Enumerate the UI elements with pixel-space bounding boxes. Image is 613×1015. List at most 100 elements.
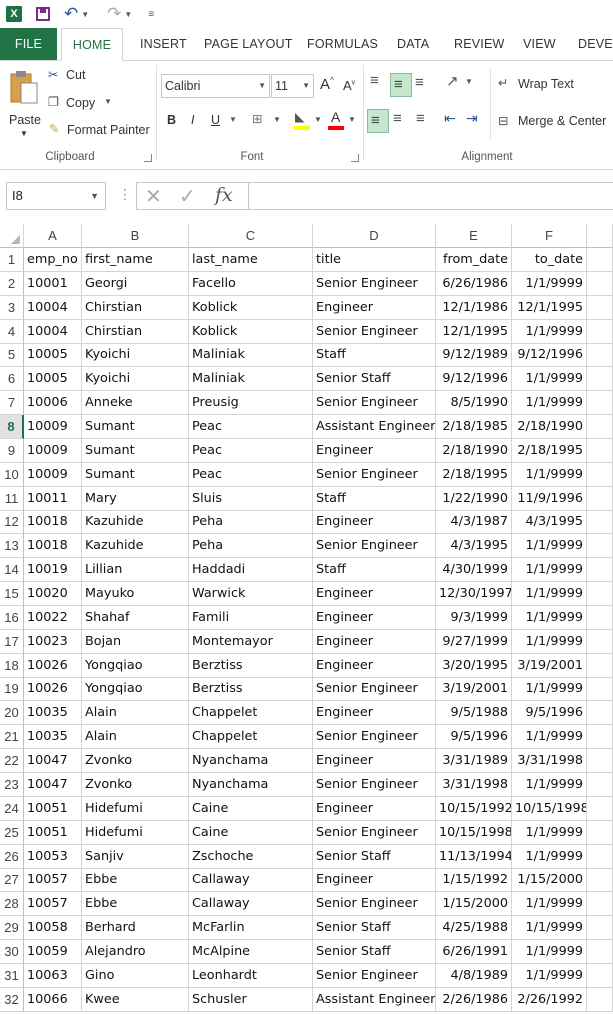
row-header[interactable]: 19 (0, 677, 24, 702)
column-header-e[interactable]: E (436, 224, 512, 248)
row-header[interactable]: 3 (0, 295, 24, 320)
data-cell[interactable]: Yongqiao (82, 677, 189, 702)
data-cell[interactable]: Sumant (82, 415, 189, 440)
data-cell[interactable]: 10009 (24, 415, 82, 440)
data-cell[interactable]: Engineer (313, 868, 436, 893)
tab-page-layout[interactable]: PAGE LAYOUT (204, 37, 293, 51)
data-cell[interactable]: 10026 (24, 653, 82, 678)
data-cell[interactable]: 2/18/1990 (436, 438, 512, 463)
data-cell[interactable]: Callaway (189, 892, 313, 917)
empty-cell[interactable] (587, 963, 613, 988)
data-cell[interactable]: 10/15/1998 (512, 796, 587, 821)
row-header[interactable]: 7 (0, 391, 24, 416)
data-cell[interactable]: Maliniak (189, 343, 313, 368)
data-cell[interactable]: 1/1/9999 (512, 772, 587, 797)
empty-cell[interactable] (587, 868, 613, 893)
data-cell[interactable]: 1/15/2000 (436, 892, 512, 917)
data-cell[interactable]: 10011 (24, 486, 82, 511)
data-cell[interactable]: Engineer (313, 510, 436, 535)
font-color-icon[interactable]: A (328, 109, 344, 131)
row-header[interactable]: 12 (0, 510, 24, 535)
empty-cell[interactable] (587, 582, 613, 607)
row-header[interactable]: 10 (0, 462, 24, 487)
data-cell[interactable]: 10057 (24, 868, 82, 893)
data-cell[interactable]: 11/9/1996 (512, 486, 587, 511)
data-cell[interactable]: 10/15/1998 (436, 820, 512, 845)
fill-color-dropdown-icon[interactable]: ▼ (314, 115, 322, 124)
row-header[interactable]: 24 (0, 796, 24, 821)
redo-dropdown-icon[interactable]: ▼ (124, 9, 133, 19)
enter-check-icon[interactable]: ✓ (179, 186, 196, 208)
center-align-icon[interactable]: ≡ (393, 110, 402, 127)
merge-center-button[interactable]: Merge & Center (518, 114, 607, 128)
row-header[interactable]: 5 (0, 343, 24, 368)
data-cell[interactable]: 1/1/9999 (512, 391, 587, 416)
data-cell[interactable]: 2/26/1992 (512, 987, 587, 1012)
data-cell[interactable]: 9/5/1988 (436, 701, 512, 726)
data-cell[interactable]: 4/30/1999 (436, 558, 512, 583)
data-cell[interactable]: 10053 (24, 844, 82, 869)
data-cell[interactable]: Callaway (189, 868, 313, 893)
data-cell[interactable]: Senior Engineer (313, 892, 436, 917)
empty-cell[interactable] (587, 653, 613, 678)
data-cell[interactable]: 1/15/2000 (512, 868, 587, 893)
data-cell[interactable]: Hidefumi (82, 796, 189, 821)
row-header[interactable]: 26 (0, 844, 24, 869)
increase-font-icon[interactable]: A^ (320, 76, 334, 93)
empty-cell[interactable] (587, 438, 613, 463)
data-cell[interactable]: Mary (82, 486, 189, 511)
undo-icon[interactable]: ↶ (64, 4, 79, 23)
data-cell[interactable]: Senior Engineer (313, 772, 436, 797)
cut-button[interactable]: Cut (66, 68, 86, 82)
tab-home[interactable]: HOME (61, 28, 123, 61)
data-cell[interactable]: Engineer (313, 796, 436, 821)
row-header[interactable]: 2 (0, 271, 24, 296)
tab-data[interactable]: DATA (397, 37, 430, 51)
row-header[interactable]: 9 (0, 438, 24, 463)
row-header[interactable]: 14 (0, 558, 24, 583)
data-cell[interactable]: Senior Engineer (313, 820, 436, 845)
increase-indent-icon[interactable]: ⇥ (466, 110, 478, 126)
data-cell[interactable]: 10023 (24, 629, 82, 654)
tab-formulas[interactable]: FORMULAS (307, 37, 379, 51)
empty-cell[interactable] (587, 558, 613, 583)
undo-dropdown-icon[interactable]: ▼ (81, 9, 90, 19)
borders-icon[interactable]: ⊞ (252, 112, 263, 126)
data-cell[interactable]: Alejandro (82, 939, 189, 964)
data-cell[interactable]: Senior Engineer (313, 391, 436, 416)
orientation-icon[interactable]: ↗ (446, 73, 459, 90)
bottom-align-icon[interactable]: ≡ (415, 74, 424, 91)
data-cell[interactable]: Chappelet (189, 701, 313, 726)
data-cell[interactable]: Mayuko (82, 582, 189, 607)
column-header-c[interactable]: C (189, 224, 313, 248)
cancel-icon[interactable]: ✕ (145, 186, 162, 208)
data-cell[interactable]: 12/30/1997 (436, 582, 512, 607)
empty-cell[interactable] (587, 677, 613, 702)
underline-button[interactable]: U (211, 113, 221, 127)
empty-cell[interactable] (587, 486, 613, 511)
row-header[interactable]: 28 (0, 892, 24, 917)
data-cell[interactable]: 10004 (24, 319, 82, 344)
data-cell[interactable]: Koblick (189, 295, 313, 320)
data-cell[interactable]: 12/1/1986 (436, 295, 512, 320)
data-cell[interactable]: Schusler (189, 987, 313, 1012)
empty-cell[interactable] (587, 916, 613, 941)
data-cell[interactable]: 10059 (24, 939, 82, 964)
data-cell[interactable]: 2/18/1985 (436, 415, 512, 440)
data-cell[interactable]: Haddadi (189, 558, 313, 583)
column-header-d[interactable]: D (313, 224, 436, 248)
data-cell[interactable]: Peha (189, 534, 313, 559)
empty-cell[interactable] (587, 820, 613, 845)
data-cell[interactable]: Caine (189, 820, 313, 845)
data-cell[interactable]: Senior Staff (313, 844, 436, 869)
data-cell[interactable]: Alain (82, 725, 189, 750)
decrease-indent-icon[interactable]: ⇤ (444, 110, 456, 126)
data-cell[interactable]: 10051 (24, 796, 82, 821)
data-cell[interactable]: Koblick (189, 319, 313, 344)
data-cell[interactable]: Senior Engineer (313, 534, 436, 559)
data-cell[interactable]: 9/5/1996 (512, 701, 587, 726)
data-cell[interactable]: Shahaf (82, 605, 189, 630)
data-cell[interactable]: 10009 (24, 438, 82, 463)
empty-cell[interactable] (587, 605, 613, 630)
data-cell[interactable]: Alain (82, 701, 189, 726)
